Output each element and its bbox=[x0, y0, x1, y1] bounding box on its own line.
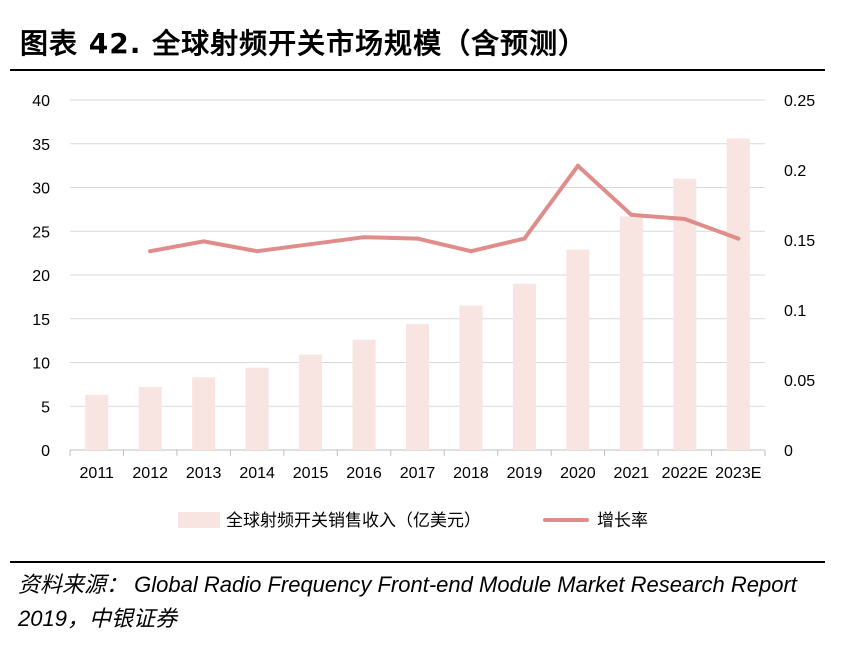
y-left-tick-label: 10 bbox=[32, 356, 50, 373]
source-line-1: 资料来源： Global Radio Frequency Front-end M… bbox=[18, 568, 833, 602]
y-right-tick-label: 0.25 bbox=[784, 93, 815, 110]
growth-rate-point bbox=[682, 217, 687, 221]
bar bbox=[726, 138, 750, 450]
x-tick-label: 2017 bbox=[400, 465, 436, 482]
x-tick-label: 2021 bbox=[614, 465, 650, 482]
figure-title: 图表 42. 全球射频开关市场规模（含预测） bbox=[20, 22, 587, 62]
x-tick-label: 2012 bbox=[132, 465, 168, 482]
bar bbox=[85, 394, 109, 450]
growth-rate-line bbox=[148, 163, 741, 254]
x-tick-label: 2020 bbox=[560, 465, 596, 482]
bar bbox=[138, 387, 162, 450]
bar bbox=[192, 377, 216, 450]
y-left-tick-label: 30 bbox=[32, 181, 50, 198]
x-tick-label: 2019 bbox=[507, 465, 543, 482]
y-left-tick-label: 15 bbox=[32, 312, 50, 329]
bar bbox=[459, 305, 483, 450]
x-tick-label: 2016 bbox=[346, 465, 382, 482]
growth-rate-point bbox=[308, 242, 313, 247]
growth-rate-point bbox=[148, 249, 153, 254]
y-left-tick-label: 35 bbox=[32, 137, 50, 154]
figure-title-text: 全球射频开关市场规模（含预测） bbox=[152, 27, 588, 60]
y-right-tick-label: 0.15 bbox=[784, 233, 815, 250]
y-right-tick-label: 0.1 bbox=[784, 303, 806, 320]
y-left-tick-label: 25 bbox=[32, 224, 50, 241]
source-text-1: Global Radio Frequency Front-end Module … bbox=[134, 572, 797, 597]
y-right-tick-label: 0.2 bbox=[784, 163, 806, 180]
growth-rate-point bbox=[575, 163, 580, 168]
x-tick-label: 2023E bbox=[715, 465, 761, 482]
bar bbox=[245, 367, 269, 450]
source-prefix: 资料来源： bbox=[18, 572, 129, 597]
y-right-tick-label: 0 bbox=[784, 443, 793, 460]
growth-rate-point bbox=[736, 236, 741, 241]
growth-rate-point bbox=[255, 249, 260, 254]
legend-label-growth: 增长率 bbox=[597, 511, 648, 531]
y-left-tick-label: 5 bbox=[41, 399, 50, 416]
x-tick-label: 2014 bbox=[239, 465, 275, 482]
x-tick-label: 2022E bbox=[662, 465, 708, 482]
y-left-tick-label: 0 bbox=[41, 443, 50, 460]
growth-rate-point bbox=[362, 235, 367, 240]
bar bbox=[673, 178, 697, 450]
bar bbox=[352, 339, 376, 450]
growth-rate-point bbox=[468, 249, 473, 254]
x-tick-label: 2015 bbox=[293, 465, 329, 482]
growth-rate-point bbox=[201, 239, 206, 244]
y-right-tick-label: 0.05 bbox=[784, 373, 815, 390]
source-line-2: 2019，中银证券 bbox=[18, 606, 177, 631]
top-rule bbox=[10, 69, 825, 71]
figure-label: 图表 42. bbox=[20, 27, 142, 60]
x-tick-label: 2018 bbox=[453, 465, 489, 482]
y-left-tick-label: 20 bbox=[32, 268, 50, 285]
growth-rate-point bbox=[522, 236, 527, 241]
chart: 0 5 10 15 20 25 30 35 40 0 0.05 0.1 0.15 0.2 0.25 2011 2… bbox=[32, 93, 815, 531]
source-note: 资料来源： Global Radio Frequency Front-end M… bbox=[18, 568, 833, 636]
bar bbox=[406, 324, 429, 450]
legend-label-revenue: 全球射频开关销售收入（亿美元） bbox=[226, 511, 481, 531]
y-left-tick-label: 40 bbox=[32, 93, 50, 110]
growth-rate-point bbox=[415, 236, 420, 241]
bar bbox=[512, 283, 536, 450]
legend-swatch-bar bbox=[178, 512, 220, 528]
bar bbox=[299, 354, 323, 450]
bar bbox=[619, 216, 643, 450]
bottom-rule bbox=[10, 561, 825, 563]
x-tick-label: 2011 bbox=[80, 465, 115, 482]
growth-rate-point bbox=[629, 212, 634, 217]
x-tick-label: 2013 bbox=[186, 465, 222, 482]
bar bbox=[566, 249, 590, 450]
